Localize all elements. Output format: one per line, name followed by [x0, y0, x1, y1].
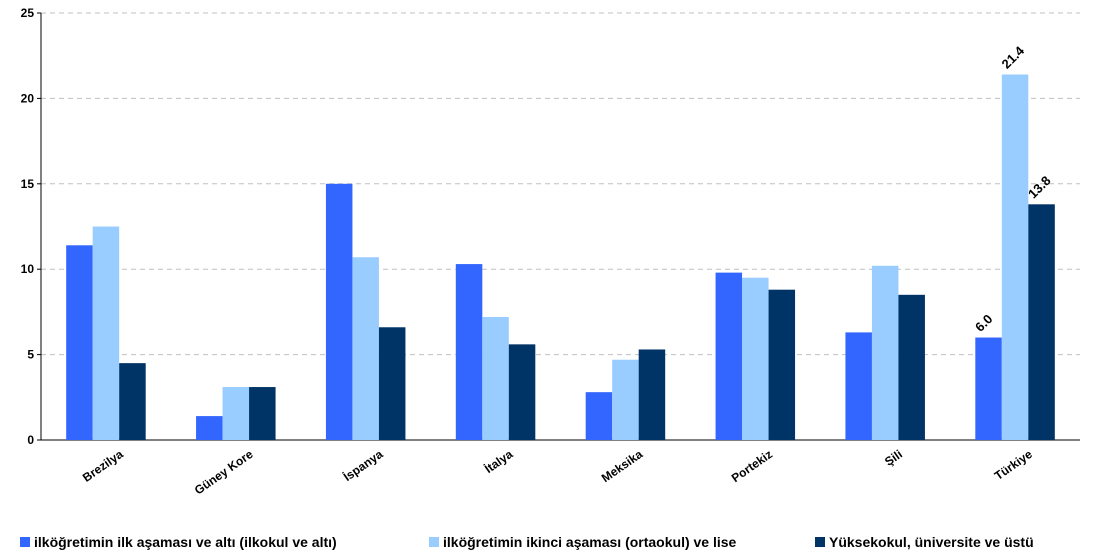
x-tick-label: İtalya	[482, 446, 516, 476]
y-tick-label: 0	[27, 433, 34, 447]
y-tick-label: 15	[21, 177, 35, 191]
bar	[768, 289, 796, 440]
x-tick-label: Brezilya	[80, 447, 126, 485]
bar	[975, 337, 1002, 440]
legend-label-yuksek: Yüksekokul, üniversite ve üstü	[829, 534, 1034, 550]
y-tick-label: 5	[27, 348, 34, 362]
bar	[222, 387, 250, 440]
data-label: 6.0	[972, 311, 995, 334]
bar	[482, 317, 509, 440]
x-tick-label: İspanya	[340, 446, 385, 484]
data-label: 13.8	[1025, 173, 1054, 202]
bar	[352, 257, 379, 440]
bar	[612, 359, 639, 440]
bar	[742, 277, 769, 440]
bar	[585, 392, 613, 440]
legend-item-ilk: ilköğretimin ilk aşaması ve altı (ilkoku…	[20, 534, 337, 550]
y-tick-label: 25	[21, 6, 35, 20]
x-tick-label: Meksika	[599, 447, 646, 485]
bar	[508, 344, 536, 440]
bar	[845, 332, 872, 440]
legend-swatch-yuksek	[815, 537, 825, 547]
x-tick-labels: Brezilya Güney Kore İspanya İtalya Meksika Po…	[80, 446, 1035, 497]
bar	[715, 272, 743, 440]
x-tick-label: Portekiz	[729, 447, 775, 485]
legend-swatch-ikinci	[429, 537, 439, 547]
y-tick-label: 10	[21, 262, 35, 276]
bar	[638, 349, 666, 440]
bar	[119, 363, 146, 440]
bar	[455, 264, 483, 440]
bar	[898, 294, 925, 440]
bar	[1001, 74, 1029, 440]
x-tick-label: Şili	[882, 447, 905, 469]
data-label: 21.4	[999, 43, 1028, 72]
bar	[378, 327, 406, 440]
bar	[92, 226, 120, 440]
legend-item-yuksek: Yüksekokul, üniversite ve üstü	[815, 534, 1034, 550]
y-tick-labels: 0 5 10 15 20 25	[21, 6, 35, 447]
bar	[66, 245, 93, 440]
chart-svg: 0 5 10 15 20 25 Brezilya Güney Kore İspanya İtal…	[21, 6, 1080, 497]
legend-label-ilk: ilköğretimin ilk aşaması ve altı (ilkoku…	[34, 534, 337, 550]
legend-item-ikinci: ilköğretimin ikinci aşaması (ortaokul) v…	[429, 534, 736, 550]
bar	[1028, 204, 1055, 440]
bars	[66, 74, 1055, 441]
bar	[249, 387, 276, 440]
bar	[325, 183, 353, 441]
bar	[196, 416, 223, 440]
legend-swatch-ilk	[20, 537, 30, 547]
x-tick-label: Güney Kore	[192, 447, 256, 498]
legend-label-ikinci: ilköğretimin ikinci aşaması (ortaokul) v…	[443, 534, 737, 550]
bar	[871, 265, 899, 440]
legend: ilköğretimin ilk aşaması ve altı (ilkoku…	[0, 532, 1098, 554]
y-tick-label: 20	[21, 91, 35, 105]
x-tick-label: Türkiye	[992, 447, 1035, 483]
